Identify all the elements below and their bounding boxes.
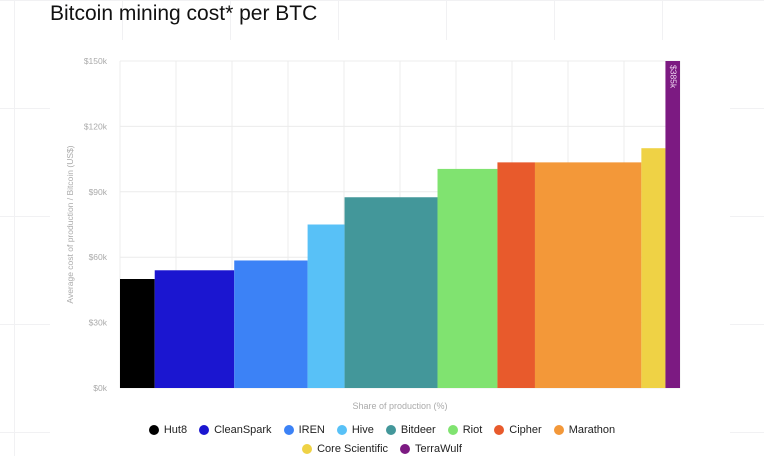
legend-item: Riot	[447, 424, 483, 436]
chart-svg: $0k $30k $60k $90k $120k $150k $385k Share of p…	[65, 56, 681, 411]
legend-item: CleanSpark	[199, 424, 272, 436]
bar-cleanspark	[154, 270, 235, 388]
y-axis-label: Average cost of production / Bitcoin (US…	[65, 145, 75, 303]
legend-label: CleanSpark	[214, 424, 272, 436]
legend-swatch	[283, 425, 294, 435]
legend-label: Core Scientific	[317, 443, 389, 455]
y-tick-label: $90k	[89, 187, 108, 197]
y-tick-label: $0k	[93, 383, 107, 393]
bar-marathon	[534, 162, 642, 388]
legend-label: Marathon	[568, 424, 616, 436]
y-tick-label: $120k	[84, 121, 108, 131]
legend-item: Hut8	[148, 424, 188, 436]
bar-cipher	[497, 162, 535, 388]
bar-hive	[307, 224, 345, 388]
legend-item: Bitdeer	[385, 424, 436, 436]
bar-core-scientific	[641, 148, 666, 388]
legend-swatch	[336, 425, 347, 435]
legend-item: Core Scientific	[302, 443, 388, 455]
legend-label: Bitdeer	[400, 424, 436, 436]
y-tick-label: $60k	[89, 252, 108, 262]
legend-swatch	[385, 425, 396, 435]
y-tick-label: $30k	[89, 318, 108, 328]
legend-item: IREN	[283, 424, 325, 436]
legend-swatch	[447, 425, 458, 435]
legend-label: Cipher	[509, 424, 542, 436]
chart-title: Bitcoin mining cost* per BTC	[50, 2, 318, 25]
legend-swatch	[400, 444, 411, 454]
data-label: $385k	[668, 65, 678, 89]
legend-swatch	[553, 425, 564, 435]
bar-hut8	[120, 279, 155, 388]
legend-row-2: Core Scientific TerraWulf	[0, 443, 764, 455]
x-axis-label: Share of production (%)	[352, 401, 447, 411]
legend-row-1: Hut8 CleanSpark IREN Hive Bitdeer Riot Cipher M…	[0, 424, 764, 436]
bar-bitdeer	[344, 197, 438, 388]
bar-riot	[437, 168, 498, 388]
legend-label: IREN	[298, 424, 325, 436]
legend-swatch	[494, 425, 505, 435]
legend-label: Hut8	[163, 424, 188, 436]
legend-swatch	[302, 444, 313, 454]
legend-item: Marathon	[553, 424, 616, 436]
legend-label: Riot	[462, 424, 483, 436]
legend-item: TerraWulf	[400, 443, 462, 455]
legend-label: TerraWulf	[415, 443, 462, 455]
legend-swatch	[148, 425, 159, 435]
legend-swatch	[199, 425, 210, 435]
legend-label: Hive	[351, 424, 374, 436]
legend-item: Hive	[336, 424, 374, 436]
bar-terrawulf	[665, 61, 680, 388]
legend-item: Cipher	[494, 424, 542, 436]
y-tick-label: $150k	[84, 56, 108, 66]
bar-iren	[234, 260, 308, 388]
